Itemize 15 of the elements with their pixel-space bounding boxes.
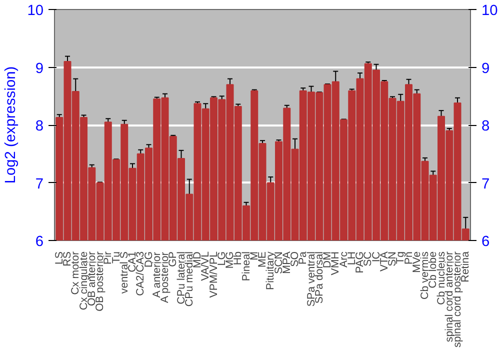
y2-tick-label: 9 [482, 60, 490, 77]
x-tick-label: Tg [394, 251, 407, 264]
y-tick-label: 7 [35, 176, 44, 192]
x-tick-label: OB posterior [94, 251, 106, 312]
y2-tick-label: 7 [482, 176, 490, 192]
y-tick-label: 8 [35, 118, 44, 134]
x-tick-label: Retina [460, 251, 472, 282]
y2-tick-label: 10 [482, 3, 498, 19]
y-tick-label: 10 [27, 3, 44, 19]
x-tick-label: A posterior [159, 252, 171, 304]
y-tick-label: 9 [35, 60, 44, 77]
y-tick-label: 6 [35, 234, 44, 250]
y2-tick-label: 8 [482, 118, 490, 134]
y2-tick-label: 6 [482, 234, 490, 250]
y-axis-title: Log2 (expression) [3, 66, 20, 184]
